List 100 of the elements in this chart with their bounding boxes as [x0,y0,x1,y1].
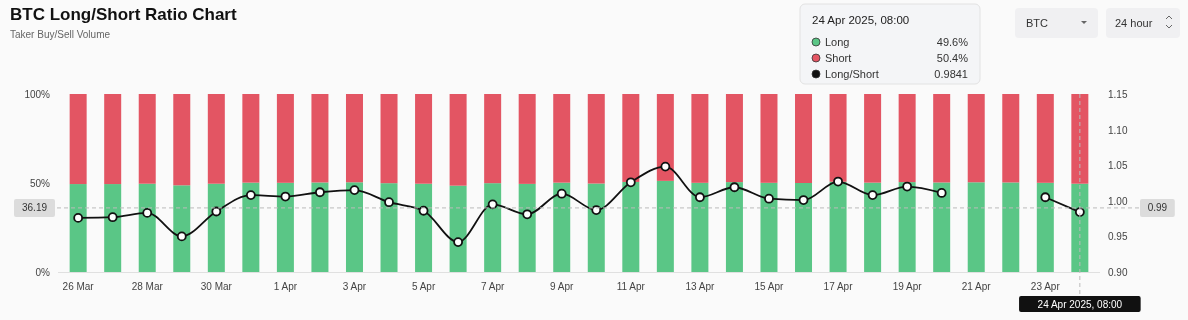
ref-line-label: 0.99 [1147,202,1168,214]
bar [933,94,951,183]
x-tick-label: 3 Apr [342,281,367,292]
point [453,237,464,247]
bar [691,182,709,272]
bar [449,185,467,272]
legend-label: Long/Short [825,68,879,80]
point [245,190,256,200]
bar [967,182,985,272]
text: 49.6% [936,36,969,48]
bar [69,184,87,272]
x-tick-label: 21 Apr [961,281,992,292]
text: 50.4% [936,52,969,64]
point [660,161,671,172]
point [764,193,774,204]
text: 0.9841 [934,68,968,80]
y2-tick-label: 0.90 [1108,267,1128,278]
y-tick-label: 50% [29,178,51,189]
x-tick-label: 28 Mar [131,281,164,292]
select-field: 24 hour [1106,8,1180,38]
point [695,192,705,203]
bar [484,94,502,184]
x-tick-label: 19 Apr [892,281,923,292]
point [142,208,153,218]
bar [173,94,191,186]
bar [829,181,847,272]
x-tick-label: 26 Mar [62,281,95,292]
bar [587,183,605,272]
x-tick-label: 9 Apr [550,281,575,292]
point [522,209,533,220]
bar [622,181,640,272]
x-tick-label: 5 Apr [411,281,436,292]
bar [1036,182,1054,272]
bar [553,182,571,272]
x-tick-label: 11 Apr [616,281,646,292]
bar [276,94,294,183]
bar [1002,94,1020,183]
bar [898,182,916,272]
bar [691,94,709,183]
text: 24 Apr 2025, 08:00 [812,14,910,26]
bar [138,183,156,272]
point [902,181,913,192]
bar [864,94,882,183]
bar [207,94,225,184]
x-tick-label: 7 Apr [480,281,505,292]
bar [276,182,294,272]
bar [795,94,813,183]
bar [138,94,156,184]
bar [345,94,363,183]
legend-label: Long [825,36,850,48]
x-tick-label: 30 Mar [200,281,233,292]
bar [207,183,225,272]
bar [518,183,536,272]
dropdown-field: BTC [1015,8,1098,38]
bar [760,94,778,183]
point [280,191,291,202]
ref-line-label: 24 Apr 2025, 08:00 [1037,298,1123,310]
y-tick-label: 100% [24,89,51,100]
legend-label: Short [825,52,852,64]
bar [173,185,191,272]
bar [656,94,674,181]
point [73,212,84,223]
bar [829,94,847,182]
point [315,187,325,198]
bar [656,180,674,272]
bar [311,94,329,183]
y2-tick-label: 1.15 [1108,89,1128,100]
bar [380,94,398,184]
y-tick-label: 0% [35,267,51,278]
bar [69,94,87,185]
bar [1071,94,1089,184]
bar [104,94,122,185]
bar [242,182,260,272]
bar [380,183,398,272]
point [107,212,118,223]
bar [725,94,743,183]
bar [587,94,605,184]
bar [415,94,433,184]
bar [484,183,502,272]
point [729,182,740,193]
x-tick-label: 13 Apr [685,281,716,292]
x-tick-label: 15 Apr [754,281,785,292]
bar [518,94,536,184]
bar [933,182,951,272]
bar [553,94,571,183]
bar [415,183,433,272]
point [625,177,636,188]
bar [345,182,363,272]
point [556,188,567,199]
point [833,176,843,187]
chart-title: BTC Long/Short Ratio Chart [10,5,237,24]
bar [1002,182,1020,272]
x-tick-label: 1 Apr [273,281,298,292]
bar [725,182,743,272]
y2-tick-label: 1.00 [1108,195,1128,207]
y2-tick-label: 1.10 [1108,124,1128,136]
bar [622,94,640,182]
x-tick-label: 17 Apr [823,281,854,292]
chart-subtitle: Taker Buy/Sell Volume [10,29,111,40]
point [936,188,947,198]
